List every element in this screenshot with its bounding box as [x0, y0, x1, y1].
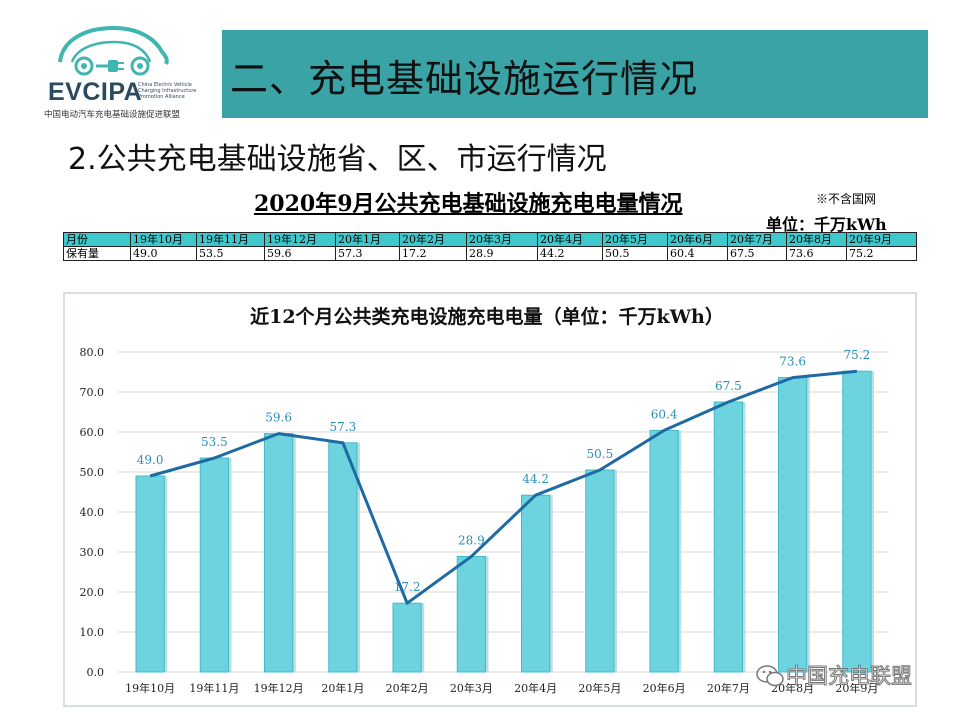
bar: [456, 555, 487, 673]
y-tick-label: 0.0: [87, 666, 105, 679]
car-plug-logo-icon: [58, 25, 169, 76]
section-title: 2.公共充电基础设施省、区、市运行情况: [68, 142, 607, 177]
page-title: 二、充电基础设施运行情况: [230, 57, 699, 101]
logo-tagline: China Electric Vehicle Charging Infrastr…: [138, 82, 197, 100]
table-value-cell: 67.5: [727, 246, 787, 261]
bar: [649, 429, 679, 673]
table-month-cell: 20年6月: [667, 232, 728, 247]
table-unit: 单位：千万kWh: [766, 215, 887, 234]
table-value-cell: 57.3: [335, 246, 400, 261]
x-tick-label: 20年3月: [450, 681, 493, 695]
x-tick-label: 20年4月: [514, 681, 557, 695]
bar: [777, 377, 808, 673]
data-label: 50.5: [587, 447, 614, 461]
chart-title: 近12个月公共类充电设施充电电量（单位：千万kWh）: [250, 305, 724, 328]
evcipa-logo: EVCIPA China Electric Vehicle Charging I…: [38, 22, 198, 122]
table-value-cell: 17.2: [399, 246, 467, 261]
y-tick-label: 60.0: [80, 426, 105, 439]
table-month-cell: 20年1月: [335, 232, 400, 247]
table-month-cell: 20年8月: [786, 232, 847, 247]
x-tick-label: 20年7月: [707, 681, 750, 695]
data-label: 53.5: [201, 435, 228, 449]
data-label: 67.5: [715, 379, 742, 393]
data-label: 28.9: [458, 533, 485, 547]
data-table: 月份 19年10月 19年11月 19年12月 20年1月 20年2月 20年3…: [63, 232, 917, 261]
y-tick-label: 10.0: [80, 626, 105, 639]
y-tick-label: 20.0: [80, 586, 105, 599]
x-tick-label: 19年11月: [189, 681, 239, 695]
data-label: 60.4: [651, 407, 678, 421]
table-value-cell: 59.6: [264, 246, 336, 261]
logo-wordmark: EVCIPA: [48, 78, 143, 106]
x-tick-label: 20年2月: [386, 681, 429, 695]
table-month-cell: 20年7月: [727, 232, 787, 247]
bar: [520, 494, 551, 673]
table-title: 2020年9月公共充电基础设施充电电量情况: [254, 191, 683, 217]
x-tick-label: 19年12月: [254, 681, 304, 695]
bar: [263, 433, 294, 673]
table-note: ※不含国网: [816, 192, 877, 206]
table-value-cell: 44.2: [537, 246, 603, 261]
y-tick-label: 80.0: [80, 346, 105, 359]
table-value-cell: 73.6: [786, 246, 847, 261]
x-tick-label: 20年9月: [835, 681, 878, 695]
y-tick-label: 70.0: [80, 386, 105, 399]
data-label: 75.2: [844, 348, 871, 362]
bar: [842, 370, 872, 673]
table-value-cell: 49.0: [130, 246, 197, 261]
bar-line-chart: 近12个月公共类充电设施充电电量（单位：千万kWh） 0.0 10.0 20.0 30.…: [80, 305, 889, 695]
series-line: [149, 369, 858, 605]
data-label: 49.0: [137, 453, 164, 467]
x-tick-label: 20年8月: [771, 681, 814, 695]
table-month-cell: 19年12月: [264, 232, 336, 247]
data-label: 57.3: [330, 420, 357, 434]
x-tick-label: 20年6月: [643, 681, 686, 695]
y-tick-label: 40.0: [80, 506, 105, 519]
table-value-cell: 75.2: [846, 246, 917, 261]
table-value-cell: 50.5: [602, 246, 668, 261]
data-label: 44.2: [522, 472, 549, 486]
table-month-cell: 20年5月: [602, 232, 668, 247]
table-header-label: 月份: [63, 232, 131, 247]
bar: [135, 475, 165, 673]
table-month-cell: 19年10月: [130, 232, 197, 247]
y-tick-label: 30.0: [80, 546, 105, 559]
data-label: 59.6: [265, 411, 292, 425]
table-month-cell: 19年11月: [196, 232, 265, 247]
watermark-text: 中国充电联盟: [786, 664, 913, 689]
table-value-row: 保有量 49.0 53.5 59.6 57.3 17.2 28.9 44.2 5…: [63, 246, 917, 261]
logo-chinese-name: 中国电动汽车充电基础设施促进联盟: [44, 110, 181, 120]
table-month-cell: 20年9月: [846, 232, 917, 247]
table-month-cell: 20年3月: [466, 232, 538, 247]
table-month-cell: 20年2月: [399, 232, 467, 247]
header-bar: 二、充电基础设施运行情况: [222, 30, 928, 118]
table-value-cell: 53.5: [196, 246, 265, 261]
table-row-label: 保有量: [63, 246, 131, 261]
table-value-cell: 60.4: [667, 246, 728, 261]
table-value-cell: 28.9: [466, 246, 538, 261]
x-tick-label: 19年10月: [125, 681, 175, 695]
data-label: 73.6: [779, 355, 806, 369]
x-tick-label: 20年5月: [578, 681, 621, 695]
bar: [585, 469, 615, 673]
y-tick-label: 50.0: [80, 466, 105, 479]
table-header-row: 月份 19年10月 19年11月 19年12月 20年1月 20年2月 20年3…: [63, 232, 917, 247]
x-tick-label: 20年1月: [321, 681, 364, 695]
wechat-icon: [756, 665, 784, 687]
bar: [713, 401, 744, 673]
data-label: 17.2: [394, 580, 421, 594]
bar: [199, 457, 230, 673]
bar: [392, 602, 422, 673]
bar: [328, 442, 358, 673]
table-month-cell: 20年4月: [537, 232, 603, 247]
